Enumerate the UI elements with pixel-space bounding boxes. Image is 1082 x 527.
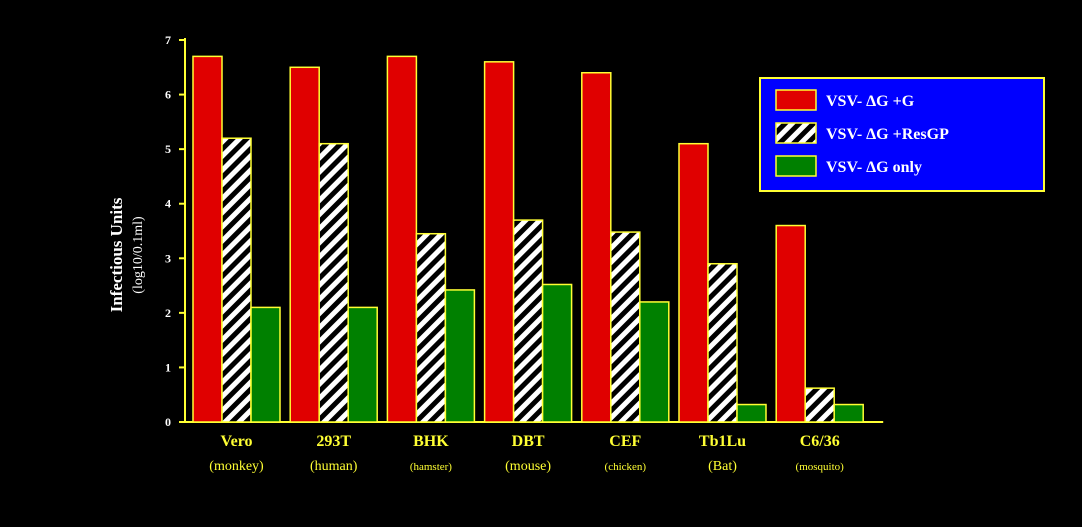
bar-c6-36-series-3 xyxy=(833,403,864,423)
bar-vero-series-3 xyxy=(250,306,281,423)
x-category-sublabel: (mouse) xyxy=(505,459,551,474)
x-category-sublabel: (hamster) xyxy=(410,461,452,473)
bar-bhk-series-1 xyxy=(386,55,418,423)
y-tick-label: 1 xyxy=(165,360,171,374)
bar-tb1lu-series-2 xyxy=(707,262,738,423)
x-category-label: BHK xyxy=(413,433,449,450)
x-category-sublabel: (chicken) xyxy=(605,461,647,473)
x-category-label: Tb1Lu xyxy=(699,433,746,450)
legend: VSV- ΔG +G VSV- ΔG +ResGP VSV- ΔG only xyxy=(759,77,1045,192)
legend-swatch xyxy=(775,89,817,111)
y-tick-label: 2 xyxy=(165,306,171,320)
bar-dbt-series-3 xyxy=(541,283,573,423)
legend-label: VSV- ΔG +G xyxy=(826,93,915,110)
y-tick-label: 7 xyxy=(165,33,171,47)
bar-tb1lu-series-3 xyxy=(736,403,767,423)
y-tick-label: 6 xyxy=(165,88,171,102)
y-tick-label: 4 xyxy=(165,197,171,211)
x-category-label: DBT xyxy=(512,433,545,450)
y-axis-label-group: Infectious Units (log10/0.1ml) xyxy=(107,197,146,312)
y-tick-label: 0 xyxy=(165,415,171,429)
x-category-label: Vero xyxy=(221,433,253,450)
bar-c6-36-series-2 xyxy=(804,387,835,423)
bar-bhk-series-3 xyxy=(444,289,476,423)
bar-vero-series-1 xyxy=(192,55,223,423)
legend-swatch xyxy=(775,155,817,177)
x-category-label: CEF xyxy=(609,433,641,450)
bar-cef-series-1 xyxy=(581,71,612,423)
bar-bhk-series-2 xyxy=(415,232,447,423)
y-ticks: 0 1 2 3 4 5 6 7 xyxy=(165,33,185,429)
legend-label: VSV- ΔG only xyxy=(826,159,922,176)
legend-swatch xyxy=(775,122,817,144)
x-category-label: 293T xyxy=(316,433,351,450)
bar-293t-series-1 xyxy=(289,66,320,423)
bar-293t-series-2 xyxy=(318,142,349,423)
x-labels: Vero (monkey) 293T (human) BHK (hamster) DBT (m… xyxy=(209,433,844,474)
bar-dbt-series-2 xyxy=(512,219,544,423)
bar-vero-series-2 xyxy=(221,137,252,423)
bar-tb1lu-series-1 xyxy=(678,142,709,423)
bar-dbt-series-1 xyxy=(483,61,515,423)
bar-cef-series-2 xyxy=(610,231,641,423)
bar-cef-series-3 xyxy=(639,301,670,423)
y-axis-sublabel: (log10/0.1ml) xyxy=(131,216,146,294)
bar-293t-series-3 xyxy=(347,306,378,423)
x-category-sublabel: (Bat) xyxy=(708,459,737,474)
bar-c6-36-series-1 xyxy=(775,224,806,423)
x-category-label: C6/36 xyxy=(800,433,840,450)
x-category-sublabel: (monkey) xyxy=(209,459,264,474)
y-tick-label: 3 xyxy=(165,251,171,265)
y-axis-label: Infectious Units xyxy=(107,197,126,312)
bars xyxy=(192,55,864,423)
y-tick-label: 5 xyxy=(165,142,171,156)
x-category-sublabel: (human) xyxy=(310,459,358,474)
x-category-sublabel: (mosquito) xyxy=(796,461,845,473)
legend-label: VSV- ΔG +ResGP xyxy=(826,126,949,143)
